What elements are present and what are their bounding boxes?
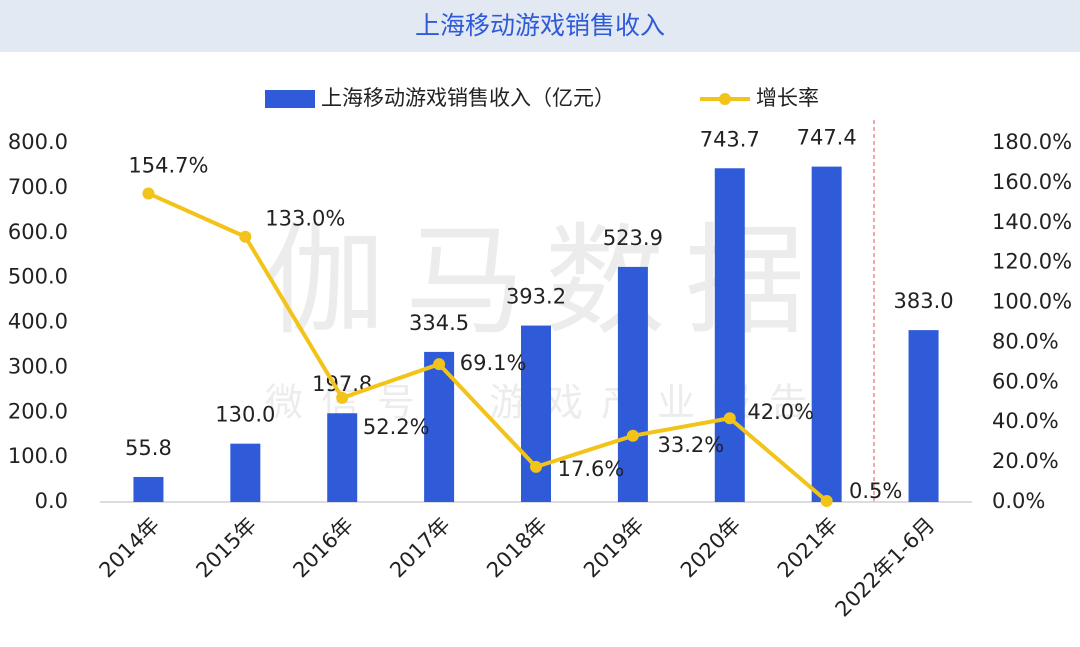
y-tick-label: 700.0 [8, 175, 68, 199]
x-tick-label: 2016年 [288, 513, 358, 583]
bar [133, 476, 164, 502]
y2-tick-label: 140.0% [992, 210, 1072, 234]
chart-title: 上海移动游戏销售收入 [415, 11, 665, 40]
x-tick-label: 2020年 [676, 513, 746, 583]
y-tick-label: 800.0 [8, 130, 68, 154]
y-tick-label: 100.0 [8, 444, 68, 468]
x-tick-label: 2014年 [95, 513, 165, 583]
bar [811, 166, 842, 502]
line [147, 191, 828, 503]
y2-tick-label: 20.0% [992, 449, 1059, 473]
line-label: 42.0% [747, 400, 814, 424]
bar [617, 266, 648, 502]
line-label: 69.1% [460, 351, 527, 375]
bar-label: 747.4 [797, 126, 857, 150]
y2-tick-label: 0.0% [992, 489, 1045, 513]
line-point [820, 495, 833, 508]
y-tick-label: 500.0 [8, 265, 68, 289]
y2-tick-label: 120.0% [992, 250, 1072, 274]
line-label: 17.6% [558, 457, 625, 481]
bar-label: 334.5 [409, 311, 469, 335]
legend-label: 增长率 [756, 86, 819, 110]
bar-label: 393.2 [506, 285, 566, 309]
x-tick-label: 2017年 [385, 513, 455, 583]
bar-label: 55.8 [125, 436, 172, 460]
y-tick-label: 400.0 [8, 310, 68, 334]
legend-swatch [265, 90, 315, 108]
bar [230, 443, 261, 502]
line-point [723, 412, 736, 425]
line-label: 33.2% [658, 433, 725, 457]
bar-label: 130.0 [215, 403, 275, 427]
y2-tick-label: 80.0% [992, 329, 1059, 353]
x-tick-label: 2019年 [579, 513, 649, 583]
x-tick-label: 2021年 [773, 513, 843, 583]
legend-label: 上海移动游戏销售收入（亿元） [321, 86, 615, 110]
y-tick-label: 300.0 [8, 354, 68, 378]
bar-label: 383.0 [893, 289, 953, 313]
line-point [336, 391, 349, 404]
bar-label: 743.7 [700, 127, 760, 151]
y2-tick-label: 160.0% [992, 170, 1072, 194]
line-label: 0.5% [849, 479, 902, 503]
line-point [433, 358, 446, 371]
y-tick-label: 600.0 [8, 220, 68, 244]
x-tick-label: 2015年 [191, 513, 261, 583]
bar [714, 168, 745, 502]
y2-tick-label: 60.0% [992, 369, 1059, 393]
y-tick-label: 200.0 [8, 399, 68, 423]
y2-tick-label: 180.0% [992, 130, 1072, 154]
y2-tick-label: 40.0% [992, 409, 1059, 433]
line-label: 154.7% [128, 153, 208, 177]
header-band [0, 0, 1080, 52]
line-point [626, 429, 639, 442]
line-label: 133.0% [265, 207, 345, 231]
bar [327, 413, 358, 502]
line-point [530, 460, 542, 473]
bar-label: 523.9 [603, 226, 663, 250]
legend-swatch [719, 93, 731, 105]
line-label: 52.2% [363, 415, 430, 439]
line-point [239, 230, 252, 243]
y-tick-label: 0.0 [35, 489, 68, 513]
y2-tick-label: 100.0% [992, 290, 1072, 314]
line-point [142, 187, 155, 200]
bar [908, 330, 939, 502]
x-tick-label: 2022年1-6月 [831, 513, 940, 622]
x-tick-label: 2018年 [482, 513, 552, 583]
